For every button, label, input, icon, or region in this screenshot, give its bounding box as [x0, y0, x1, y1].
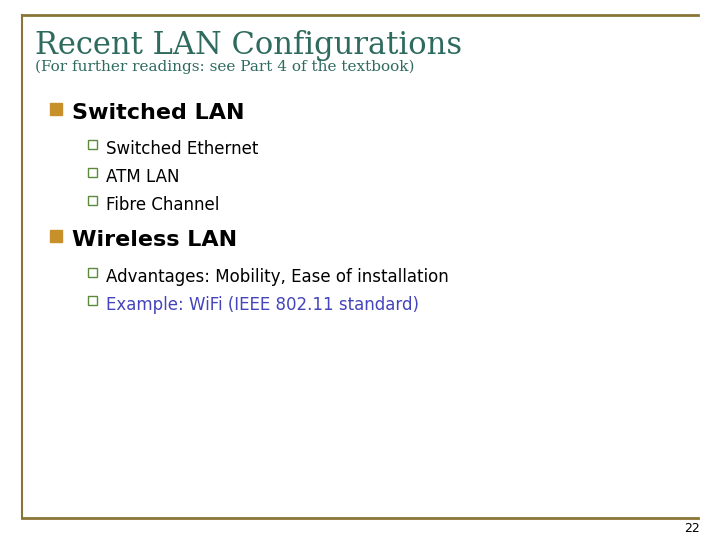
Text: Example: WiFi (IEEE 802.11 standard): Example: WiFi (IEEE 802.11 standard) [106, 296, 419, 314]
Text: ATM LAN: ATM LAN [106, 168, 179, 186]
FancyBboxPatch shape [50, 103, 62, 115]
FancyBboxPatch shape [88, 296, 97, 305]
Text: Fibre Channel: Fibre Channel [106, 196, 220, 214]
Text: Wireless LAN: Wireless LAN [72, 230, 237, 250]
Text: Recent LAN Configurations: Recent LAN Configurations [35, 30, 462, 61]
FancyBboxPatch shape [88, 140, 97, 149]
FancyBboxPatch shape [88, 196, 97, 205]
FancyBboxPatch shape [88, 168, 97, 177]
Text: Switched LAN: Switched LAN [72, 103, 245, 123]
FancyBboxPatch shape [88, 268, 97, 277]
Text: Advantages: Mobility, Ease of installation: Advantages: Mobility, Ease of installati… [106, 268, 449, 286]
FancyBboxPatch shape [50, 230, 62, 242]
Text: Switched Ethernet: Switched Ethernet [106, 140, 258, 158]
Text: (For further readings: see Part 4 of the textbook): (For further readings: see Part 4 of the… [35, 60, 415, 75]
Text: 22: 22 [684, 522, 700, 535]
